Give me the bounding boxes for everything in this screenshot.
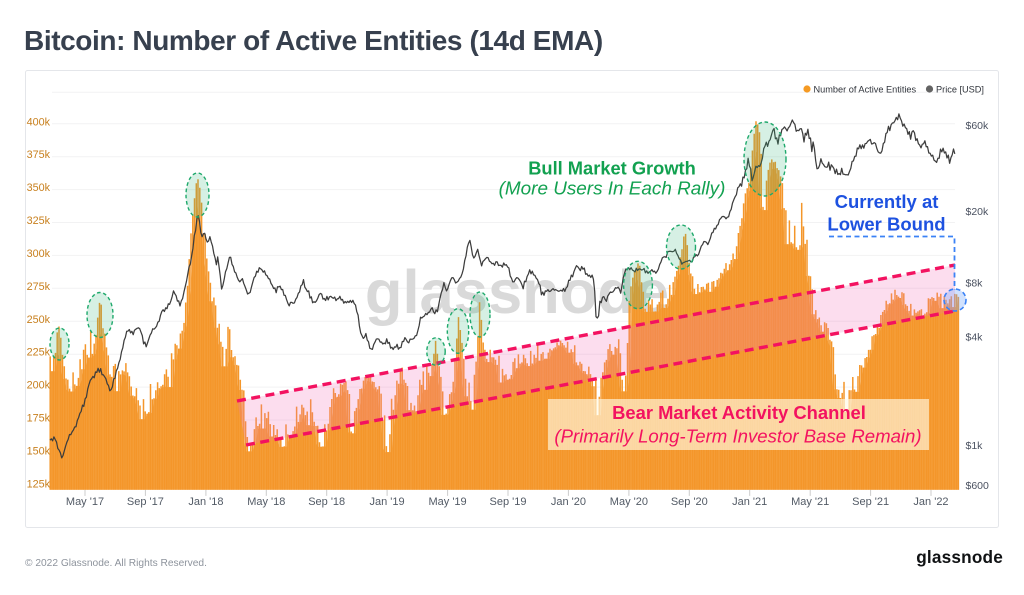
svg-text:Sep '19: Sep '19 <box>490 496 527 508</box>
svg-text:glassnode: glassnode <box>365 258 669 327</box>
svg-text:400k: 400k <box>27 116 51 128</box>
svg-text:Bull Market Growth: Bull Market Growth <box>528 158 696 179</box>
svg-text:© 2022 Glassnode. All Rights R: © 2022 Glassnode. All Rights Reserved. <box>25 558 207 569</box>
svg-text:May '18: May '18 <box>247 496 285 508</box>
svg-text:Sep '17: Sep '17 <box>127 496 164 508</box>
svg-text:Number of Active Entities: Number of Active Entities <box>814 85 917 95</box>
svg-text:$1k: $1k <box>966 440 984 452</box>
svg-text:May '20: May '20 <box>610 496 648 508</box>
svg-text:$20k: $20k <box>966 206 990 218</box>
svg-text:May '17: May '17 <box>66 496 104 508</box>
svg-text:Jan '19: Jan '19 <box>370 496 405 508</box>
svg-text:300k: 300k <box>27 248 51 260</box>
svg-text:275k: 275k <box>27 281 51 293</box>
svg-text:Sep '20: Sep '20 <box>671 496 708 508</box>
svg-text:(Primarily Long-Term Investor: (Primarily Long-Term Investor Base Remai… <box>554 426 921 447</box>
svg-text:Jan '20: Jan '20 <box>551 496 586 508</box>
svg-text:350k: 350k <box>27 182 51 194</box>
svg-text:250k: 250k <box>27 314 51 326</box>
svg-text:225k: 225k <box>27 347 51 359</box>
svg-text:$60k: $60k <box>966 120 990 132</box>
svg-text:Currently at: Currently at <box>835 191 939 212</box>
svg-text:200k: 200k <box>27 380 51 392</box>
svg-text:$4k: $4k <box>966 332 984 344</box>
svg-text:$8k: $8k <box>966 277 984 289</box>
svg-text:May '21: May '21 <box>791 496 829 508</box>
svg-text:Jan '22: Jan '22 <box>913 496 948 508</box>
svg-text:May '19: May '19 <box>429 496 467 508</box>
svg-text:Bear Market Activity Channel: Bear Market Activity Channel <box>612 402 866 423</box>
svg-text:175k: 175k <box>27 413 51 425</box>
svg-text:Lower Bound: Lower Bound <box>827 213 945 234</box>
svg-text:Sep '18: Sep '18 <box>308 496 345 508</box>
svg-text:Price [USD]: Price [USD] <box>936 85 984 95</box>
svg-text:glassnode: glassnode <box>916 547 1003 567</box>
svg-text:325k: 325k <box>27 215 51 227</box>
svg-text:125k: 125k <box>27 478 51 490</box>
svg-text:Jan '18: Jan '18 <box>188 496 223 508</box>
svg-text:(More Users In Each Rally): (More Users In Each Rally) <box>499 179 726 200</box>
svg-text:150k: 150k <box>27 445 51 457</box>
svg-text:375k: 375k <box>27 149 51 161</box>
svg-text:Sep '21: Sep '21 <box>852 496 889 508</box>
svg-text:Bitcoin: Number of Active Enti: Bitcoin: Number of Active Entities (14d … <box>24 25 603 56</box>
svg-text:Jan '21: Jan '21 <box>732 496 767 508</box>
svg-text:$600: $600 <box>966 480 990 492</box>
